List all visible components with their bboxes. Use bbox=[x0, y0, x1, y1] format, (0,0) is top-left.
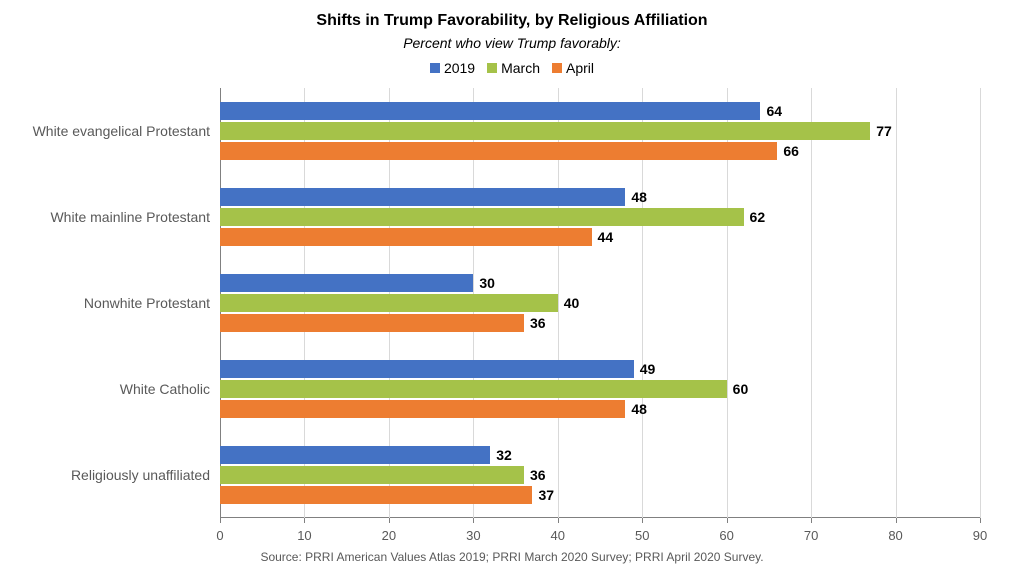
chart-subtitle: Percent who view Trump favorably: bbox=[0, 35, 1024, 51]
x-tick bbox=[642, 518, 643, 523]
bar-value-label: 64 bbox=[760, 103, 782, 119]
bar: 49 bbox=[220, 360, 634, 378]
bar-value-label: 60 bbox=[727, 381, 749, 397]
bar: 32 bbox=[220, 446, 490, 464]
bar: 66 bbox=[220, 142, 777, 160]
legend-item: 2019 bbox=[430, 60, 475, 76]
bar-group: Religiously unaffiliated323637 bbox=[220, 446, 980, 504]
bar: 36 bbox=[220, 314, 524, 332]
x-tick bbox=[980, 518, 981, 523]
bar: 48 bbox=[220, 400, 625, 418]
legend-item: April bbox=[552, 60, 594, 76]
bar-value-label: 32 bbox=[490, 447, 512, 463]
x-tick bbox=[896, 518, 897, 523]
bar-value-label: 62 bbox=[744, 209, 766, 225]
bar: 30 bbox=[220, 274, 473, 292]
legend-item: March bbox=[487, 60, 540, 76]
bar: 37 bbox=[220, 486, 532, 504]
x-axis-line bbox=[220, 517, 980, 518]
bar-group: White mainline Protestant486244 bbox=[220, 188, 980, 246]
bar: 44 bbox=[220, 228, 592, 246]
bar: 48 bbox=[220, 188, 625, 206]
category-label: Nonwhite Protestant bbox=[84, 295, 220, 311]
bar-value-label: 66 bbox=[777, 143, 799, 159]
x-tick bbox=[811, 518, 812, 523]
category-label: Religiously unaffiliated bbox=[71, 467, 220, 483]
legend-label: April bbox=[566, 60, 594, 76]
x-tick-label: 50 bbox=[635, 528, 649, 543]
category-label: White mainline Protestant bbox=[50, 209, 220, 225]
bar: 36 bbox=[220, 466, 524, 484]
bar-value-label: 36 bbox=[524, 315, 546, 331]
x-tick-label: 30 bbox=[466, 528, 480, 543]
bar-value-label: 37 bbox=[532, 487, 554, 503]
x-tick-label: 20 bbox=[382, 528, 396, 543]
bar-value-label: 30 bbox=[473, 275, 495, 291]
bar-value-label: 48 bbox=[625, 401, 647, 417]
bar: 62 bbox=[220, 208, 744, 226]
x-tick-label: 80 bbox=[888, 528, 902, 543]
bar: 64 bbox=[220, 102, 760, 120]
chart-legend: 2019 March April bbox=[0, 60, 1024, 76]
chart-container: Shifts in Trump Favorability, by Religio… bbox=[0, 0, 1024, 586]
x-tick-label: 60 bbox=[719, 528, 733, 543]
bar: 40 bbox=[220, 294, 558, 312]
bar: 60 bbox=[220, 380, 727, 398]
x-tick-label: 0 bbox=[216, 528, 223, 543]
category-label: White evangelical Protestant bbox=[33, 123, 220, 139]
bar: 77 bbox=[220, 122, 870, 140]
legend-label: March bbox=[501, 60, 540, 76]
x-tick bbox=[304, 518, 305, 523]
x-tick-label: 10 bbox=[297, 528, 311, 543]
x-tick bbox=[558, 518, 559, 523]
bar-value-label: 77 bbox=[870, 123, 892, 139]
plot-area: 0102030405060708090White evangelical Pro… bbox=[220, 88, 980, 518]
x-tick bbox=[389, 518, 390, 523]
bar-value-label: 44 bbox=[592, 229, 614, 245]
legend-swatch bbox=[552, 63, 562, 73]
chart-title: Shifts in Trump Favorability, by Religio… bbox=[0, 12, 1024, 30]
category-label: White Catholic bbox=[120, 381, 220, 397]
x-tick-label: 40 bbox=[551, 528, 565, 543]
bar-value-label: 49 bbox=[634, 361, 656, 377]
x-tick bbox=[727, 518, 728, 523]
bar-group: Nonwhite Protestant304036 bbox=[220, 274, 980, 332]
bar-value-label: 36 bbox=[524, 467, 546, 483]
x-tick bbox=[473, 518, 474, 523]
x-tick-label: 70 bbox=[804, 528, 818, 543]
bar-value-label: 48 bbox=[625, 189, 647, 205]
bar-group: White evangelical Protestant647766 bbox=[220, 102, 980, 160]
legend-label: 2019 bbox=[444, 60, 475, 76]
bar-value-label: 40 bbox=[558, 295, 580, 311]
x-tick-label: 90 bbox=[973, 528, 987, 543]
legend-swatch bbox=[487, 63, 497, 73]
legend-swatch bbox=[430, 63, 440, 73]
gridline bbox=[980, 88, 981, 518]
bar-group: White Catholic496048 bbox=[220, 360, 980, 418]
source-note: Source: PRRI American Values Atlas 2019;… bbox=[0, 550, 1024, 564]
x-tick bbox=[220, 518, 221, 523]
